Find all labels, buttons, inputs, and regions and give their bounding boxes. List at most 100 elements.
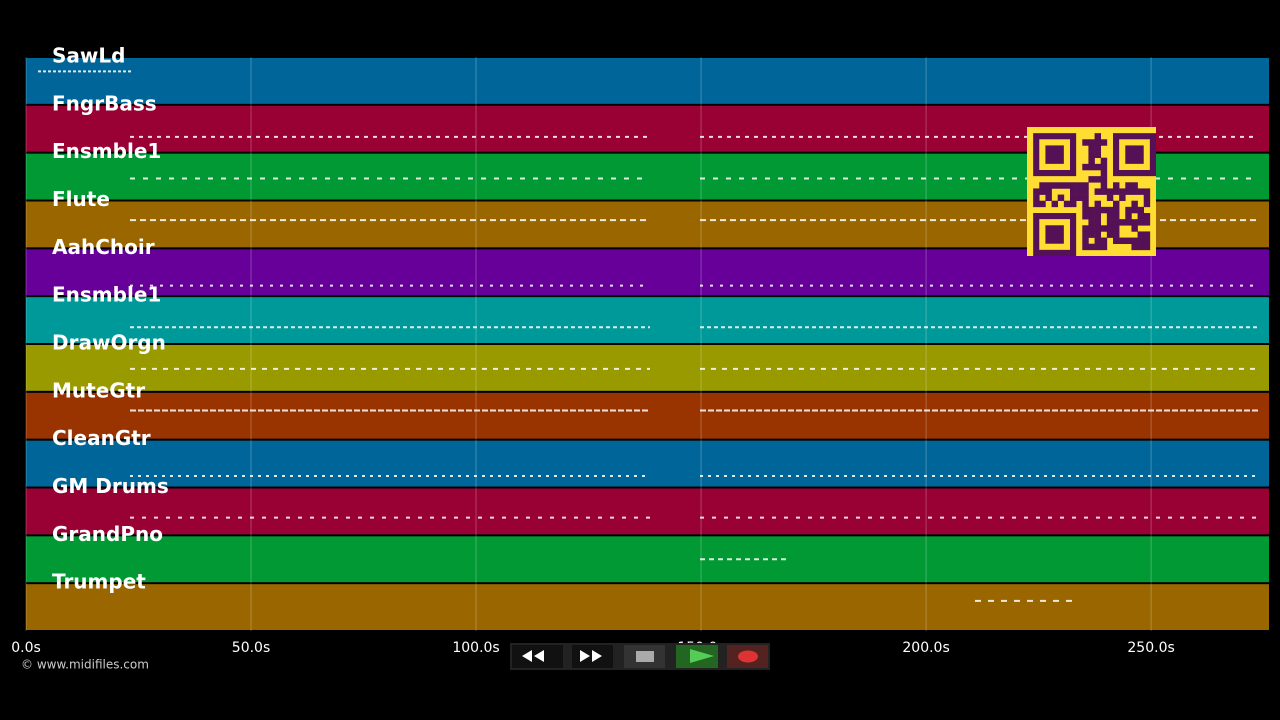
qr-module: [1106, 194, 1114, 202]
track-label: DrawOrgn: [52, 331, 166, 355]
qr-module: [1070, 188, 1077, 195]
qr-module: [1051, 200, 1059, 208]
track-labels: SawLd FngrBass Ensmble1 Flute AahChoir Ensmbl…: [52, 44, 169, 594]
qr-module: [1125, 219, 1132, 226]
qr-module: [1039, 188, 1046, 195]
qr-module: [1082, 243, 1089, 251]
qr-module: [1045, 188, 1052, 195]
track-band: [26, 488, 1269, 535]
qr-module: [1082, 163, 1089, 171]
qr-module: [1033, 200, 1040, 208]
icon: [636, 651, 654, 662]
icon: [580, 650, 602, 662]
track-label: CleanGtr: [52, 426, 151, 450]
qr-module: [1088, 145, 1095, 152]
qr-module: [1039, 182, 1046, 189]
qr-module: [1094, 200, 1102, 208]
grid: [25, 57, 1152, 631]
icon: [522, 650, 544, 662]
qr-module: [1131, 237, 1138, 245]
qr-module: [1088, 219, 1095, 226]
qr-module: [1076, 194, 1083, 202]
track-label: FngrBass: [52, 91, 157, 115]
forward-button[interactable]: [572, 645, 613, 668]
qr-module: [1070, 200, 1077, 208]
footnote: © www.midifiles.com: [21, 658, 149, 672]
track-label: SawLd: [52, 44, 125, 68]
qr-module: [1100, 163, 1108, 171]
track-band: [26, 440, 1269, 487]
qr-module: [1106, 225, 1114, 232]
track-band: [26, 392, 1269, 439]
qr-module: [1100, 139, 1108, 146]
qr-module: [1094, 163, 1102, 171]
qr-module: [1082, 194, 1089, 202]
qr-module: [1131, 200, 1138, 208]
qr-module: [1088, 213, 1095, 220]
notes: [38, 70, 1258, 602]
qr-module: [1125, 213, 1132, 220]
qr-module: [1143, 188, 1151, 195]
qr-module: [1094, 176, 1102, 183]
track-label: GM Drums: [52, 474, 169, 498]
qr-module: [1106, 206, 1114, 214]
qr-module: [1051, 182, 1059, 189]
qr-module: [1094, 133, 1102, 140]
qr-module: [1137, 188, 1145, 195]
x-tick-label: 250.0s: [1127, 640, 1174, 656]
qr-module: [1082, 206, 1089, 214]
qr-module: [1125, 206, 1132, 214]
track-label: AahChoir: [52, 235, 155, 259]
qr-module: [1100, 225, 1108, 232]
qr-module: [1063, 200, 1071, 208]
qr-module: [1094, 237, 1102, 245]
play-button[interactable]: [676, 645, 718, 668]
qr-module: [1106, 219, 1114, 226]
qr-module: [1113, 237, 1120, 245]
x-tick-label: 100.0s: [452, 640, 499, 656]
qr-module: [1119, 219, 1126, 226]
qr-module: [1106, 231, 1114, 238]
qr-module: [1131, 182, 1138, 189]
qr-module: [1100, 157, 1108, 165]
transport-controls: [510, 643, 770, 670]
qr-module: [1088, 176, 1095, 183]
track-label: Flute: [52, 187, 110, 211]
qr-module: [1137, 231, 1145, 238]
qr-module: [1057, 182, 1065, 189]
qr-module: [1057, 194, 1065, 202]
qr-module: [1088, 151, 1095, 159]
qr-module: [1076, 188, 1083, 195]
qr-module: [1082, 237, 1089, 245]
qr-module: [1082, 200, 1089, 208]
qr-finder-core: [1045, 225, 1064, 244]
qr-module: [1137, 243, 1145, 251]
rewind-button[interactable]: [512, 645, 563, 668]
track-band: [26, 58, 1269, 104]
qr-module: [1094, 188, 1102, 195]
qr-module: [1088, 157, 1095, 165]
qr-module: [1125, 188, 1132, 195]
stop-button[interactable]: [624, 645, 665, 668]
qr-module: [1082, 213, 1089, 220]
qr-module: [1082, 231, 1089, 238]
qr-module: [1119, 194, 1126, 202]
qr-module: [1082, 188, 1089, 195]
qr-module: [1094, 243, 1102, 251]
qr-module: [1113, 225, 1120, 232]
qr-module: [1113, 213, 1120, 220]
track-label: Ensmble1: [52, 139, 161, 163]
qr-module: [1045, 182, 1052, 189]
track-band: [26, 297, 1269, 343]
track-label: MuteGtr: [52, 378, 145, 402]
qr-module: [1094, 219, 1102, 226]
track-band: [26, 249, 1269, 296]
qr-module: [1143, 194, 1151, 202]
qr-module: [1094, 139, 1102, 146]
qr-module: [1088, 231, 1095, 238]
qr-module: [1082, 182, 1089, 189]
record-button[interactable]: [727, 645, 768, 668]
qr-module: [1131, 219, 1138, 226]
qr-module: [1119, 237, 1126, 245]
